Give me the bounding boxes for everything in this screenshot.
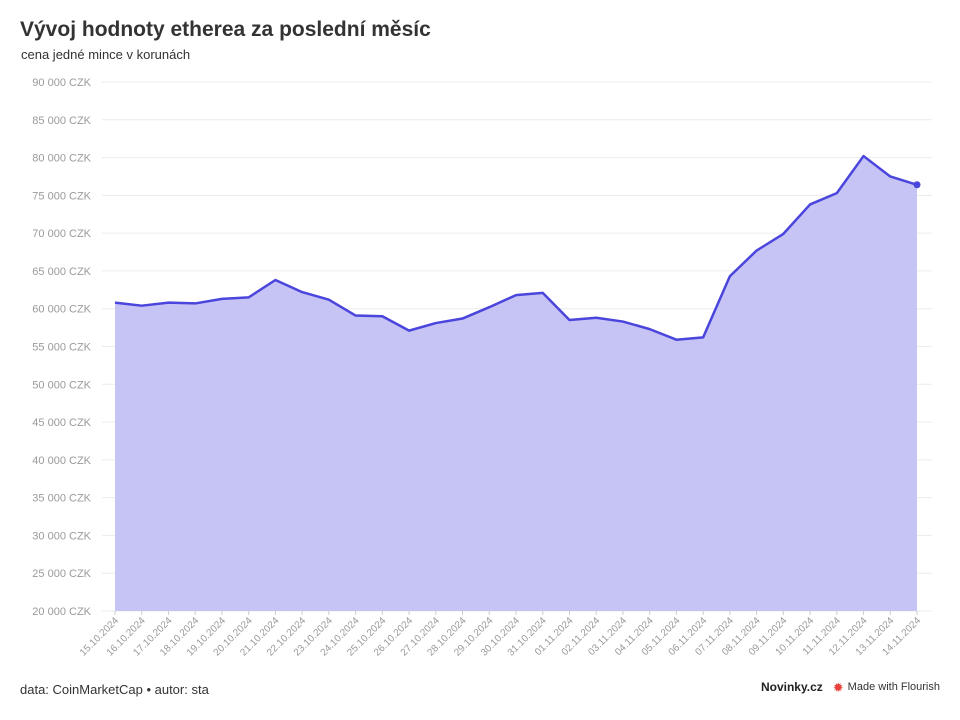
y-tick-label: 75 000 CZK bbox=[32, 190, 91, 202]
x-axis: 15.10.202416.10.202417.10.202418.10.2024… bbox=[78, 611, 923, 659]
chart-subtitle: cena jedné mince v korunách bbox=[21, 47, 191, 62]
y-tick-label: 25 000 CZK bbox=[32, 568, 91, 580]
area-series bbox=[114, 154, 921, 611]
footer-source: data: CoinMarketCap • autor: sta bbox=[20, 682, 209, 697]
y-tick-label: 20 000 CZK bbox=[32, 606, 91, 618]
y-tick-label: 55 000 CZK bbox=[32, 342, 91, 354]
y-tick-label: 85 000 CZK bbox=[32, 115, 91, 127]
flourish-icon: ✹ bbox=[832, 679, 844, 695]
y-tick-label: 35 000 CZK bbox=[32, 493, 91, 505]
y-tick-label: 80 000 CZK bbox=[32, 153, 91, 165]
flourish-label: Made with Flourish bbox=[847, 681, 940, 693]
series-line bbox=[114, 154, 918, 341]
y-tick-label: 60 000 CZK bbox=[32, 304, 91, 316]
y-tick-label: 45 000 CZK bbox=[32, 417, 91, 429]
brand-logo[interactable]: Novinky.cz bbox=[760, 680, 823, 694]
flourish-credit[interactable]: ✹ Made with Flourish bbox=[833, 681, 940, 694]
chart-title: Vývoj hodnoty etherea za poslední měsíc bbox=[20, 18, 431, 41]
y-tick-label: 40 000 CZK bbox=[32, 455, 91, 467]
footer-credits: Novinky.cz ✹ Made with Flourish bbox=[761, 680, 940, 694]
area-fill bbox=[115, 156, 917, 611]
y-tick-label: 30 000 CZK bbox=[32, 530, 91, 542]
y-tick-label: 50 000 CZK bbox=[32, 379, 91, 391]
last-data-point bbox=[913, 181, 921, 189]
y-tick-label: 70 000 CZK bbox=[32, 228, 91, 240]
y-axis: 20 000 CZK 25 000 CZK 30 000 CZK 35 000 CZK… bbox=[32, 77, 91, 618]
y-tick-label: 65 000 CZK bbox=[32, 266, 91, 278]
y-tick-label: 90 000 CZK bbox=[32, 77, 91, 89]
